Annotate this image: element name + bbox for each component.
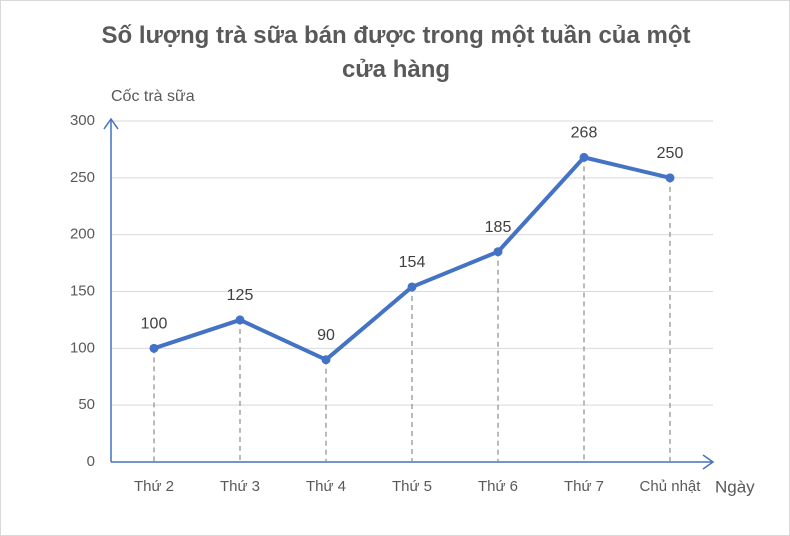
- data-point: [493, 247, 503, 257]
- y-tick-label: 200: [70, 226, 95, 243]
- y-tick-label: 300: [70, 112, 95, 129]
- data-label: 100: [141, 316, 168, 333]
- data-label: 250: [657, 145, 684, 162]
- data-point: [321, 355, 331, 365]
- y-tick-label: 0: [87, 453, 95, 470]
- x-tick-label: Thứ 6: [478, 478, 518, 495]
- data-label: 125: [227, 287, 254, 304]
- data-label: 90: [317, 327, 335, 344]
- x-axis-label: Ngày: [715, 477, 755, 496]
- y-tick-label: 250: [70, 169, 95, 186]
- x-tick-label: Thứ 2: [134, 478, 174, 495]
- data-point: [149, 343, 159, 353]
- x-tick-label: Thứ 7: [564, 478, 604, 495]
- chart-title: Số lượng trà sữa bán được trong một tuần…: [101, 22, 691, 83]
- x-tick-label: Chủ nhật: [640, 478, 702, 495]
- y-axis-label: Cốc trà sữa: [111, 88, 195, 105]
- x-axis-arrow: [702, 454, 715, 470]
- data-label: 268: [571, 125, 598, 142]
- data-label: 154: [399, 254, 426, 271]
- data-label: 185: [485, 219, 512, 236]
- y-tick-label: 50: [78, 396, 95, 413]
- y-tick-label: 150: [70, 282, 95, 299]
- y-tick-label: 100: [70, 339, 95, 356]
- data-point: [665, 173, 675, 183]
- data-point: [579, 152, 589, 162]
- data-point: [235, 315, 245, 325]
- x-tick-label: Thứ 5: [392, 478, 432, 495]
- data-point: [407, 282, 417, 292]
- x-tick-label: Thứ 3: [220, 478, 260, 495]
- x-tick-label: Thứ 4: [306, 478, 346, 495]
- y-axis-arrow: [103, 117, 119, 130]
